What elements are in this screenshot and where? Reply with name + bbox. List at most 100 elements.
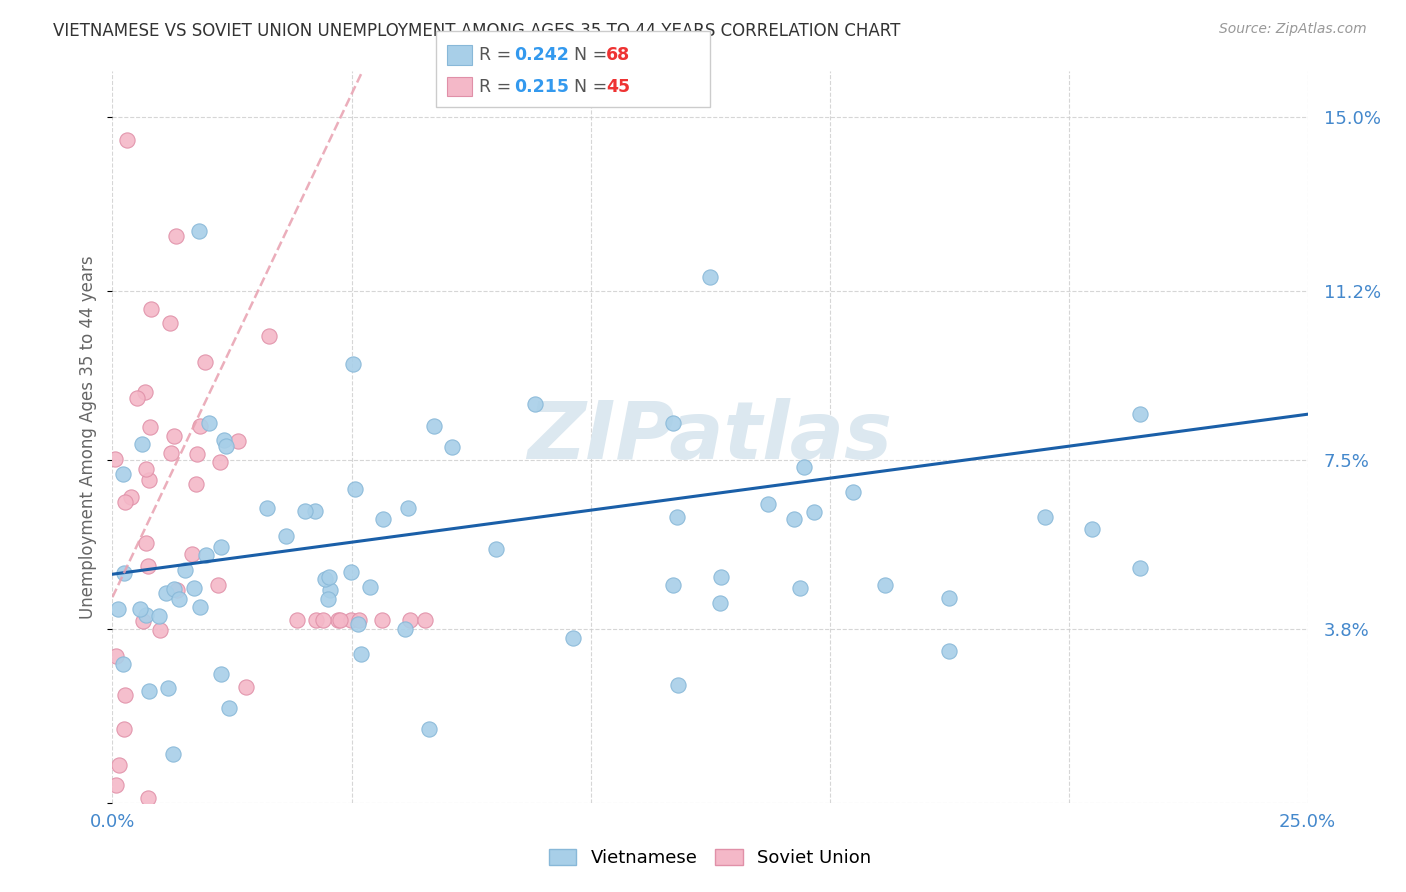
- Point: [484, 541, 506, 556]
- Text: ZIPatlas: ZIPatlas: [527, 398, 893, 476]
- Point: [209, 540, 232, 554]
- Text: 45: 45: [606, 78, 630, 95]
- Point: [112, 722, 135, 736]
- Point: [561, 631, 583, 645]
- Point: [188, 599, 211, 614]
- Point: [340, 613, 363, 627]
- Point: [165, 228, 187, 243]
- Point: [1129, 560, 1152, 574]
- Point: [112, 467, 135, 481]
- Point: [194, 355, 217, 369]
- Point: [149, 623, 172, 637]
- Point: [709, 596, 731, 610]
- Text: N =: N =: [574, 46, 613, 64]
- Point: [350, 648, 373, 662]
- Point: [163, 428, 186, 442]
- Point: [418, 722, 440, 736]
- Point: [312, 613, 335, 627]
- Point: [523, 397, 546, 411]
- Point: [156, 681, 179, 696]
- Point: [1129, 407, 1152, 421]
- Point: [136, 791, 159, 805]
- Point: [138, 473, 160, 487]
- Point: [304, 504, 326, 518]
- Point: [114, 688, 136, 702]
- Point: [218, 701, 240, 715]
- Point: [294, 504, 316, 518]
- Y-axis label: Unemployment Among Ages 35 to 44 years: Unemployment Among Ages 35 to 44 years: [79, 255, 97, 619]
- Point: [187, 224, 209, 238]
- Point: [183, 581, 205, 595]
- Point: [938, 644, 960, 658]
- Point: [318, 570, 340, 584]
- Point: [131, 437, 153, 451]
- Point: [399, 613, 422, 627]
- Point: [256, 500, 278, 515]
- Point: [789, 582, 811, 596]
- Legend: Vietnamese, Soviet Union: Vietnamese, Soviet Union: [541, 841, 879, 874]
- Point: [212, 434, 235, 448]
- Point: [186, 447, 208, 461]
- Point: [305, 613, 328, 627]
- Point: [148, 608, 170, 623]
- Point: [108, 758, 131, 772]
- Point: [198, 416, 221, 430]
- Point: [104, 648, 127, 663]
- Point: [359, 580, 381, 594]
- Point: [314, 572, 336, 586]
- Point: [938, 591, 960, 605]
- Point: [441, 440, 464, 454]
- Point: [346, 617, 368, 632]
- Point: [159, 316, 181, 330]
- Point: [259, 329, 281, 343]
- Text: R =: R =: [479, 46, 517, 64]
- Point: [319, 582, 342, 597]
- Point: [139, 420, 162, 434]
- Point: [371, 512, 394, 526]
- Point: [131, 615, 153, 629]
- Point: [128, 602, 150, 616]
- Text: 0.242: 0.242: [515, 46, 569, 64]
- Point: [195, 548, 218, 562]
- Point: [343, 482, 366, 496]
- Point: [120, 490, 142, 504]
- Point: [803, 505, 825, 519]
- Point: [371, 613, 394, 627]
- Point: [342, 357, 364, 371]
- Point: [111, 657, 134, 672]
- Point: [136, 559, 159, 574]
- Point: [107, 602, 129, 616]
- Text: R =: R =: [479, 78, 517, 95]
- Point: [125, 392, 148, 406]
- Point: [180, 547, 202, 561]
- Point: [167, 592, 190, 607]
- Text: Source: ZipAtlas.com: Source: ZipAtlas.com: [1219, 22, 1367, 37]
- Point: [783, 512, 806, 526]
- Text: 0.215: 0.215: [515, 78, 569, 95]
- Point: [394, 622, 416, 636]
- Point: [699, 270, 721, 285]
- Point: [873, 578, 896, 592]
- Point: [104, 779, 127, 793]
- Point: [135, 536, 157, 550]
- Point: [326, 613, 349, 627]
- Point: [274, 529, 297, 543]
- Point: [215, 439, 238, 453]
- Point: [842, 485, 865, 500]
- Point: [665, 510, 688, 524]
- Point: [186, 477, 208, 491]
- Point: [423, 419, 446, 434]
- Point: [209, 666, 232, 681]
- Point: [340, 565, 363, 579]
- Point: [316, 592, 339, 607]
- Point: [347, 613, 370, 627]
- Point: [793, 459, 815, 474]
- Point: [135, 462, 157, 476]
- Point: [756, 497, 779, 511]
- Text: N =: N =: [574, 78, 613, 95]
- Point: [415, 613, 437, 627]
- Point: [134, 385, 156, 400]
- Point: [207, 578, 229, 592]
- Point: [662, 416, 685, 430]
- Point: [188, 418, 211, 433]
